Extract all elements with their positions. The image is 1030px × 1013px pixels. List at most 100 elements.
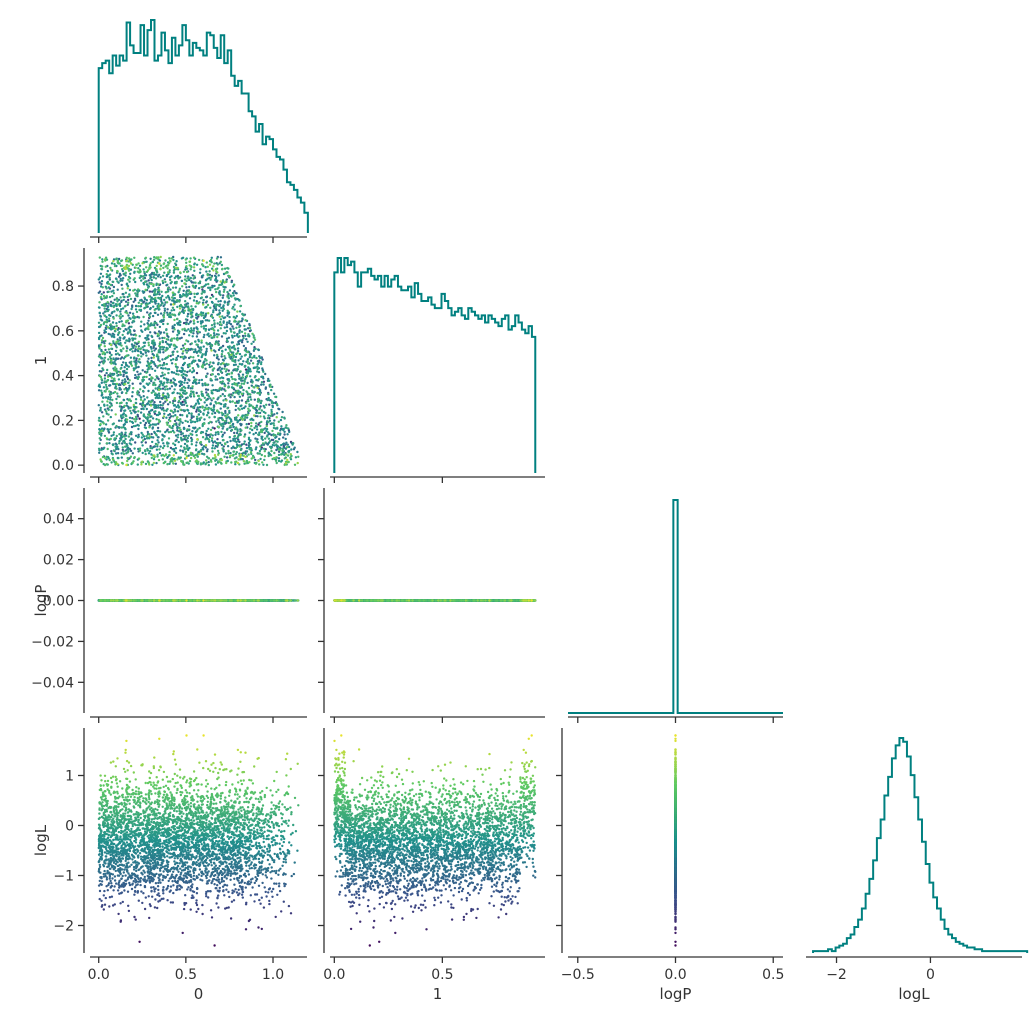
scatter-point [208,364,210,366]
scatter-point [231,335,233,337]
scatter-point [113,286,115,288]
scatter-point [232,439,234,441]
scatter-point [195,444,197,446]
scatter-point [100,434,102,436]
scatter-point [111,295,113,297]
scatter-point [197,408,199,410]
scatter-point [245,444,247,446]
scatter-point [108,442,110,444]
scatter-point [155,277,157,279]
scatter-point [120,308,122,310]
scatter-point [162,351,164,353]
scatter-point [233,345,235,347]
scatter-point [173,423,175,425]
scatter-point [240,449,242,451]
scatter-point [110,354,112,356]
scatter-point [218,274,220,276]
scatter-point [166,368,168,370]
scatter-point [249,439,251,441]
scatter-point [206,261,208,263]
scatter-point [98,332,100,334]
scatter-point [241,383,243,385]
scatter-point [193,270,195,272]
scatter-point [209,297,211,299]
scatter-point [118,420,120,422]
scatter-point [269,399,271,401]
scatter-point [262,371,264,373]
scatter-point [99,370,101,372]
scatter-point [179,418,181,420]
scatter-point [135,435,137,437]
scatter-point [210,347,212,349]
scatter-point [223,383,225,385]
scatter-point [172,358,174,360]
scatter-point [180,437,182,439]
scatter-point [104,390,106,392]
scatter-point [230,376,232,378]
scatter-point [149,277,151,279]
scatter-point [142,390,144,392]
scatter-point [128,276,130,278]
scatter-point [192,277,194,279]
scatter-point [267,431,269,433]
scatter-point [197,292,199,294]
scatter-point [164,367,166,369]
scatter-point [191,430,193,432]
scatter-point [105,423,107,425]
scatter-point [160,375,162,377]
scatter-point [206,373,208,375]
scatter-point [213,406,215,408]
scatter-point [129,398,131,400]
scatter-point [202,406,204,408]
scatter-point [148,452,150,454]
scatter-point [142,268,144,270]
scatter-point [203,285,205,287]
scatter-point [200,417,202,419]
scatter-point [283,433,285,435]
scatter-point [285,442,287,444]
scatter-point [164,259,166,261]
scatter-point [213,336,215,338]
scatter-point [146,403,148,405]
scatter-point [280,444,282,446]
scatter-point [151,368,153,370]
scatter-point [256,370,258,372]
scatter-point [116,298,118,300]
scatter-point [280,460,282,462]
scatter-point [190,419,192,421]
scatter-point [135,406,137,408]
scatter-point [256,415,258,417]
scatter-point [203,423,205,425]
scatter-point [257,400,259,402]
scatter-point [192,406,194,408]
scatter-point [224,420,226,422]
scatter-point [217,362,219,364]
scatter-point [119,305,121,307]
scatter-point [190,440,192,442]
scatter-point [128,385,130,387]
scatter-point [173,272,175,274]
scatter-point [132,452,134,454]
scatter-point [249,375,251,377]
scatter-point [198,282,200,284]
scatter-point [133,357,135,359]
scatter-point [171,340,173,342]
scatter-point [106,273,108,275]
scatter-point [220,425,222,427]
scatter-point [172,462,174,464]
scatter-point [115,258,117,260]
scatter-point [256,440,258,442]
scatter-point [187,409,189,411]
scatter-point [226,368,228,370]
scatter-point [134,338,136,340]
scatter-point [159,360,161,362]
scatter-point [122,435,124,437]
scatter-point [234,297,236,299]
scatter-point [236,446,238,448]
scatter-point [166,312,168,314]
scatter-point [247,366,249,368]
scatter-point [186,302,188,304]
scatter-point [274,437,276,439]
scatter-point [133,317,135,319]
scatter-point [268,404,270,406]
